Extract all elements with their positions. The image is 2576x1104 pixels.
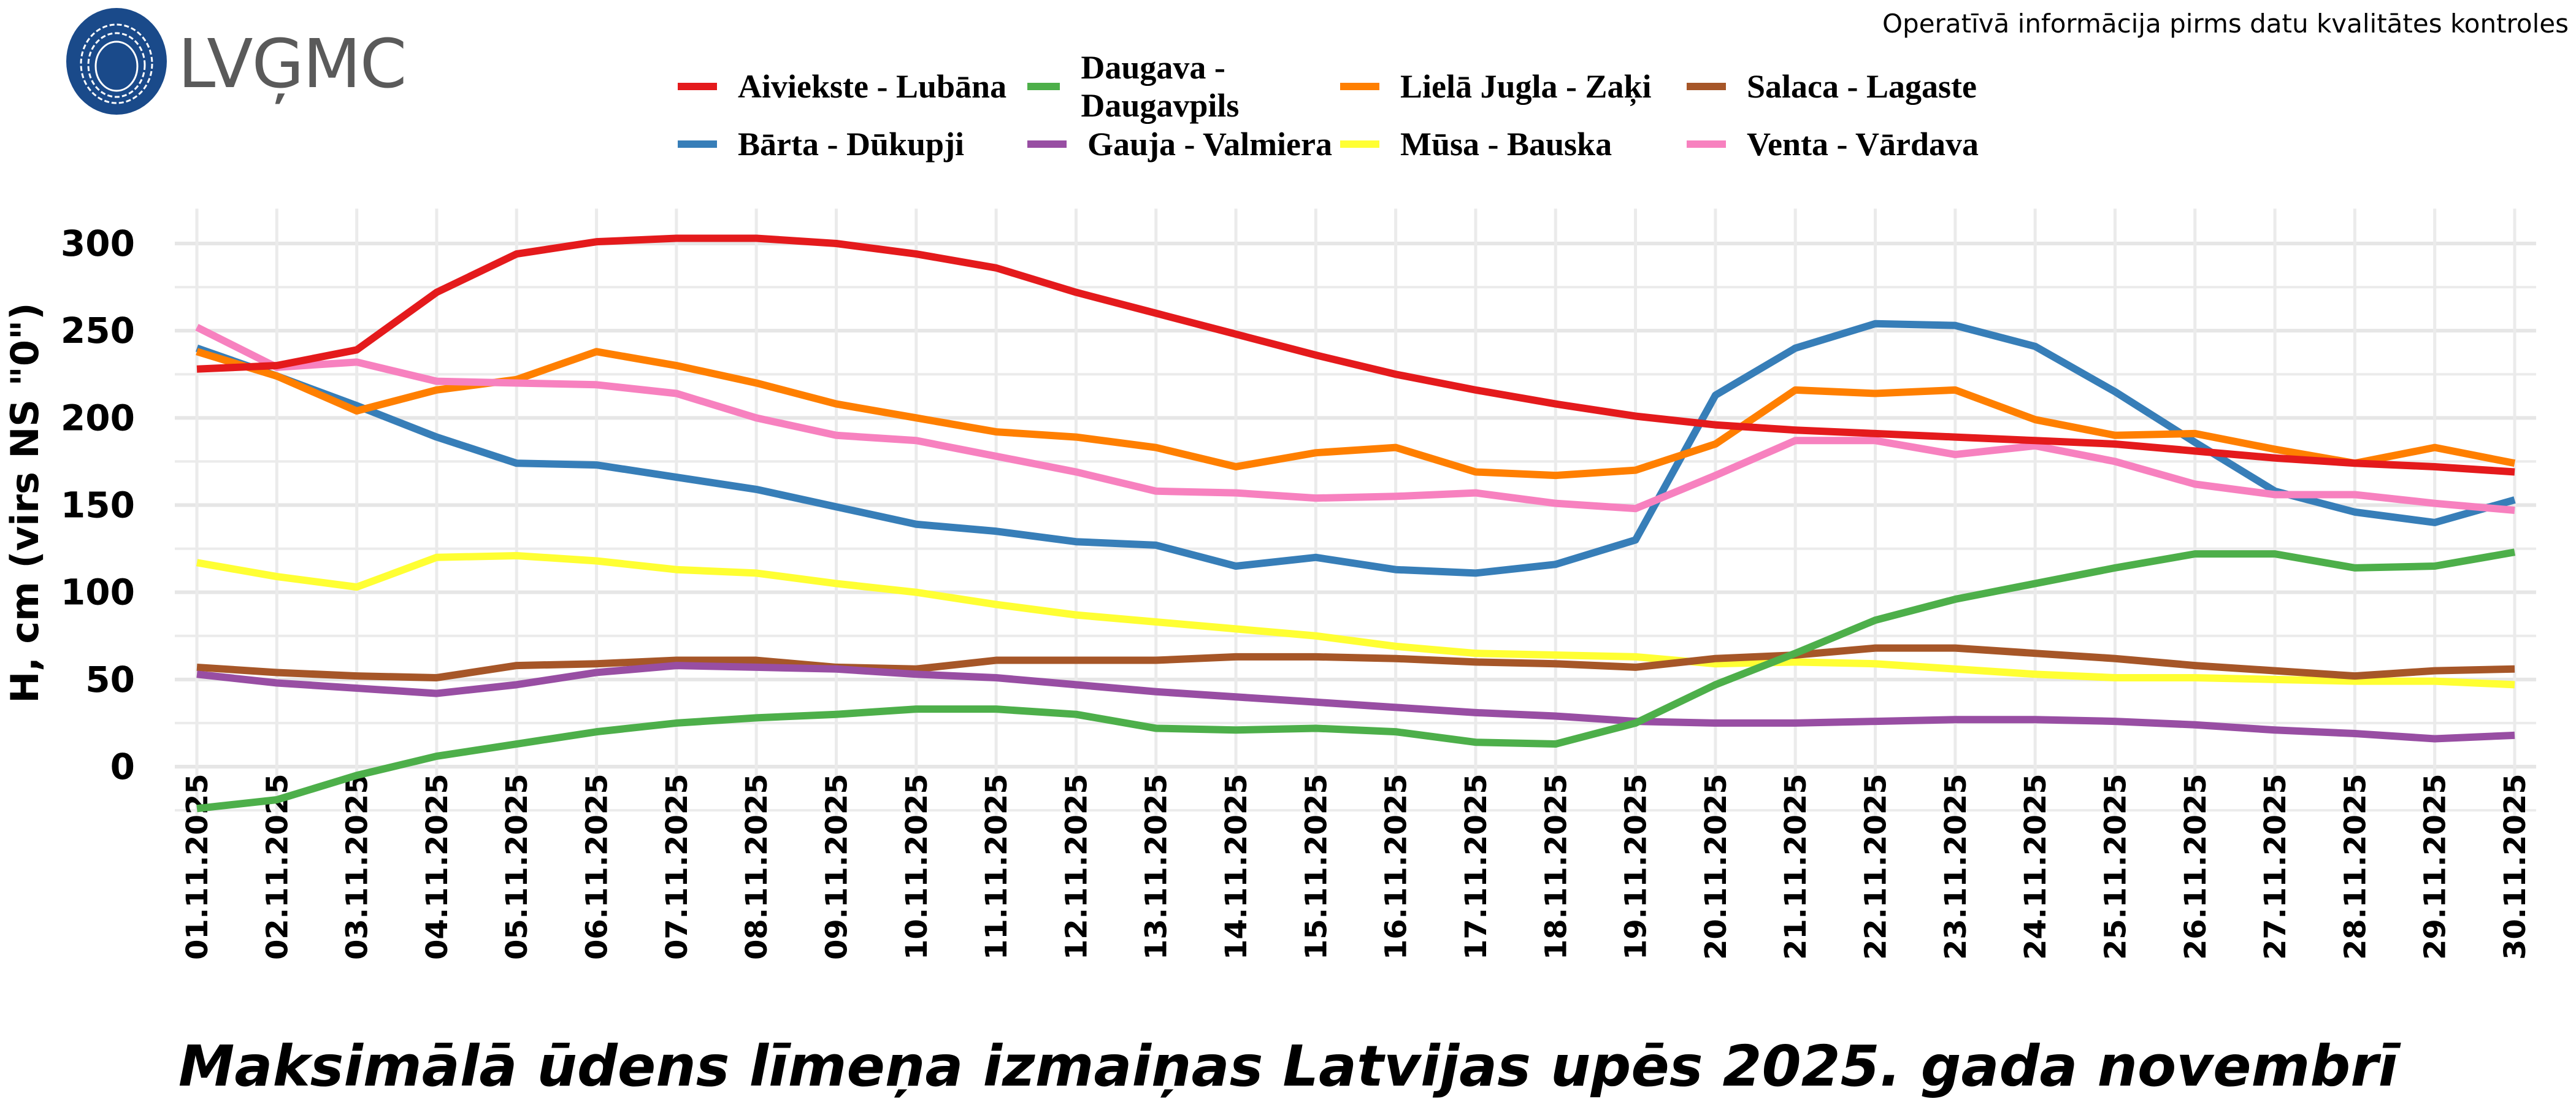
legend-label: Lielā Jugla - Zaķi xyxy=(1400,68,1652,105)
legend-swatch xyxy=(1340,140,1379,148)
legend-label: Bārta - Dūkupji xyxy=(738,126,965,163)
series-line-venta-v-rdava xyxy=(195,324,2515,515)
x-tick-label: 26.11.2025 xyxy=(2179,773,2213,960)
x-tick-label: 18.11.2025 xyxy=(1539,773,1573,960)
legend-swatch xyxy=(678,140,717,148)
legend-label: Aiviekste - Lubāna xyxy=(738,68,1007,105)
legend-item: Venta - Vārdava xyxy=(1687,122,2030,166)
x-tick-label: 10.11.2025 xyxy=(900,773,934,960)
x-tick-label: 29.11.2025 xyxy=(2418,773,2453,960)
legend-label: Venta - Vārdava xyxy=(1747,126,1979,163)
x-tick-label: 03.11.2025 xyxy=(340,773,375,960)
legend-label: Mūsa - Bauska xyxy=(1400,126,1612,163)
x-tick-label: 08.11.2025 xyxy=(740,773,774,960)
x-tick-label: 21.11.2025 xyxy=(1779,773,1813,960)
legend-label: Salaca - Lagaste xyxy=(1747,68,1977,105)
logo-globe-icon xyxy=(66,8,167,115)
logo-text: LVĢMC xyxy=(178,25,407,103)
series-line-aiviekste-lub-na xyxy=(196,234,2515,476)
legend-swatch xyxy=(1027,140,1067,148)
legend-item: Daugava - Daugavpils xyxy=(1027,49,1340,124)
x-tick-label: 09.11.2025 xyxy=(819,773,854,960)
x-tick-label: 05.11.2025 xyxy=(500,773,534,960)
y-tick-label: 250 xyxy=(61,310,135,351)
legend-item: Aiviekste - Lubāna xyxy=(678,64,1027,109)
series-line-gauja-valmiera xyxy=(196,662,2515,743)
chart-title: Maksimālā ūdens līmeņa izmaiņas Latvijas… xyxy=(178,1033,2398,1099)
x-tick-label: 23.11.2025 xyxy=(1939,773,1973,960)
x-tick-label: 07.11.2025 xyxy=(660,773,694,960)
x-tick-label: 06.11.2025 xyxy=(580,773,615,960)
x-tick-label: 01.11.2025 xyxy=(180,773,215,960)
x-tick-label: 04.11.2025 xyxy=(420,773,454,960)
legend-swatch xyxy=(1340,83,1379,90)
x-tick-label: 13.11.2025 xyxy=(1140,773,1174,960)
x-tick-label: 14.11.2025 xyxy=(1219,773,1254,960)
legend: Aiviekste - Lubāna Bārta - Dūkupji Daugava… xyxy=(678,49,2030,166)
series-line-salaca-lagaste xyxy=(196,644,2515,681)
y-tick-label: 0 xyxy=(110,746,135,788)
legend-item: Gauja - Valmiera xyxy=(1027,122,1340,166)
legend-swatch xyxy=(1687,83,1726,90)
x-tick-label: 24.11.2025 xyxy=(2018,773,2053,960)
x-tick-label: 25.11.2025 xyxy=(2098,773,2133,960)
x-tick-label: 15.11.2025 xyxy=(1299,773,1333,960)
series-line-b-rta-d-kupji xyxy=(196,320,2516,577)
x-tick-label: 11.11.2025 xyxy=(979,773,1014,960)
series-line-daugava-daugavpils xyxy=(196,548,2516,813)
x-tick-label: 30.11.2025 xyxy=(2498,773,2532,960)
x-tick-label: 27.11.2025 xyxy=(2258,773,2293,960)
series-line-liel-jugla-za-i xyxy=(196,348,2516,480)
y-tick-label: 150 xyxy=(61,485,135,526)
y-tick-label: 100 xyxy=(61,572,135,613)
legend-swatch xyxy=(1687,140,1726,148)
x-tick-label: 12.11.2025 xyxy=(1059,773,1094,960)
x-tick-label: 16.11.2025 xyxy=(1379,773,1414,960)
data-quality-note: Operatīvā informācija pirms datu kvalitā… xyxy=(1882,9,2569,39)
series-line-m-sa-bauska xyxy=(196,551,2515,689)
y-tick-label: 50 xyxy=(85,659,135,700)
x-tick-label: 22.11.2025 xyxy=(1859,773,1893,960)
legend-item: Salaca - Lagaste xyxy=(1687,64,2030,109)
legend-item: Lielā Jugla - Zaķi xyxy=(1340,64,1687,109)
legend-label: Gauja - Valmiera xyxy=(1087,126,1332,163)
legend-label: Daugava - Daugavpils xyxy=(1081,49,1240,124)
y-axis-label: H, cm (virs NS "0") xyxy=(2,302,47,703)
x-tick-label: 17.11.2025 xyxy=(1459,773,1493,960)
legend-swatch xyxy=(1027,83,1060,90)
legend-item: Mūsa - Bauska xyxy=(1340,122,1687,166)
x-tick-label: 28.11.2025 xyxy=(2338,773,2372,960)
x-tick-label: 20.11.2025 xyxy=(1699,773,1733,960)
x-tick-label: 19.11.2025 xyxy=(1619,773,1654,960)
y-tick-label: 200 xyxy=(61,397,135,439)
legend-item: Bārta - Dūkupji xyxy=(678,122,1027,166)
legend-swatch xyxy=(678,83,717,90)
y-tick-label: 300 xyxy=(61,223,135,264)
